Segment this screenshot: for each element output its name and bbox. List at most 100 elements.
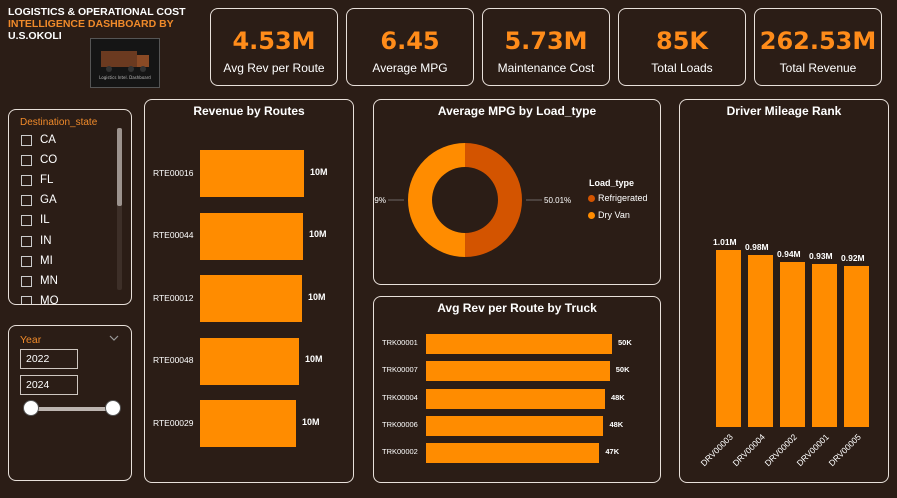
category-label: RTE00016 (153, 167, 194, 178)
bar[interactable] (200, 212, 303, 260)
average-mpg-by-load-type-chart: Average MPG by Load_type 49.99% 50.01% Lo… (373, 99, 661, 285)
bar[interactable] (748, 255, 773, 427)
bar[interactable] (200, 275, 302, 322)
bar[interactable] (426, 415, 604, 436)
kpi-value: 5.73M (504, 27, 588, 55)
legend-item-dry-van[interactable]: Dry Van (588, 210, 630, 220)
category-label: TRK00004 (382, 392, 418, 402)
kpi-average-mpg: 6.45 Average MPG (346, 8, 474, 86)
slicer-scrollbar-thumb[interactable] (117, 128, 122, 206)
bar[interactable] (200, 337, 299, 385)
kpi-maintenance-cost: 5.73M Maintenance Cost (482, 8, 610, 86)
dashboard-logo: Logistics Intel. Dashboard (90, 38, 160, 88)
legend-dot-icon (588, 211, 595, 219)
bar[interactable] (426, 443, 600, 464)
category-label: RTE00044 (153, 230, 194, 240)
data-label: 10M (302, 416, 320, 427)
kpi-label: Avg Rev per Route (223, 61, 325, 75)
bar[interactable] (200, 150, 304, 197)
category-label: DRV00005 (826, 431, 863, 469)
data-label: 50K (615, 365, 630, 375)
data-label: 10M (305, 354, 323, 364)
slicer-title: Destination_state (20, 117, 98, 128)
checkbox[interactable] (21, 194, 32, 206)
donut-slice-dry-van[interactable] (407, 143, 466, 257)
slicer-scrollbar-track[interactable] (117, 128, 122, 290)
data-label: 0.94M (777, 249, 801, 260)
category-label: DRV00004 (730, 431, 767, 469)
slicer-item-mn[interactable]: MN (21, 275, 58, 287)
slicer-title: Year (20, 334, 42, 346)
title-line-2: INTELLIGENCE DASHBOARD BY (8, 18, 174, 30)
bar[interactable] (844, 265, 869, 427)
data-label: 10M (308, 291, 326, 302)
kpi-value: 4.53M (232, 27, 316, 55)
avg-rev-per-route-by-truck-chart: Avg Rev per Route by Truck TRK00001 50K TR… (373, 296, 661, 483)
svg-text:Logistics Intel. Dashboard: Logistics Intel. Dashboard (99, 75, 151, 80)
author-name: U.S.OKOLI (8, 30, 62, 42)
data-label: 10M (309, 229, 327, 239)
category-label: DRV00002 (762, 431, 799, 469)
bar[interactable] (780, 262, 805, 427)
checkbox[interactable] (21, 295, 32, 304)
year-to-input[interactable]: 2024 (20, 375, 78, 395)
data-label: 0.92M (841, 252, 865, 263)
chart-title: Avg Rev per Route by Truck (437, 301, 597, 315)
bar[interactable] (812, 264, 837, 427)
category-label: TRK00006 (382, 419, 418, 429)
data-label: 0.93M (809, 251, 833, 262)
kpi-label: Average MPG (372, 61, 448, 75)
destination-state-slicer: Destination_state CA CO FL GA IL IN MI M… (8, 109, 132, 305)
checkbox[interactable] (21, 275, 32, 287)
slicer-item-ca[interactable]: CA (21, 134, 56, 146)
kpi-value: 262.53M (759, 27, 877, 55)
bar[interactable] (200, 400, 296, 447)
kpi-label: Maintenance Cost (497, 61, 595, 75)
checkbox[interactable] (21, 134, 32, 146)
legend-item-refrigerated[interactable]: Refrigerated (588, 193, 648, 203)
slicer-item-in[interactable]: IN (21, 235, 52, 247)
bar[interactable] (426, 388, 605, 409)
dashboard-title: LOGISTICS & OPERATIONAL COST INTELLIGENC… (8, 6, 186, 42)
category-label: RTE00048 (153, 355, 194, 365)
chart-title: Average MPG by Load_type (437, 104, 597, 118)
category-label: RTE00012 (153, 292, 194, 303)
data-label: 47K (605, 447, 620, 457)
year-from-input[interactable]: 2022 (20, 349, 78, 369)
kpi-avg-rev-per-route: 4.53M Avg Rev per Route (210, 8, 338, 86)
legend-dot-icon (588, 194, 595, 202)
year-range-track[interactable] (31, 407, 113, 411)
slicer-item-mo[interactable]: MO (21, 295, 59, 304)
bar[interactable] (426, 334, 612, 354)
category-label: RTE00029 (153, 417, 194, 428)
slicer-item-co[interactable]: CO (21, 154, 57, 166)
year-slicer: Year 2022 2024 (8, 325, 132, 481)
checkbox[interactable] (21, 235, 32, 247)
category-label: TRK00001 (382, 338, 418, 347)
chart-title: Driver Mileage Rank (726, 104, 842, 118)
year-range-handle-start[interactable] (23, 400, 39, 416)
slicer-item-mi[interactable]: MI (21, 255, 53, 267)
bar[interactable] (716, 250, 741, 427)
kpi-label: Total Revenue (779, 61, 857, 75)
checkbox[interactable] (21, 154, 32, 166)
bar[interactable] (426, 361, 610, 382)
data-label: 48K (610, 392, 625, 402)
donut-slice-refrigerated[interactable] (465, 143, 522, 257)
kpi-total-loads: 85K Total Loads (618, 8, 746, 86)
slicer-item-il[interactable]: IL (21, 214, 50, 226)
slice-data-label: 49.99% (374, 196, 386, 205)
checkbox[interactable] (21, 255, 32, 267)
data-label: 48K (609, 419, 624, 429)
checkbox[interactable] (21, 174, 32, 186)
legend-title: Load_type (589, 178, 635, 188)
year-range-handle-end[interactable] (105, 400, 121, 416)
slicer-item-ga[interactable]: GA (21, 194, 57, 206)
slice-data-label: 50.01% (544, 196, 571, 205)
checkbox[interactable] (21, 214, 32, 226)
chevron-down-icon[interactable] (109, 334, 119, 342)
category-label: TRK00007 (382, 365, 418, 375)
driver-mileage-rank-chart: Driver Mileage Rank 1.01M DRV00003 0.98M DR… (679, 99, 889, 483)
kpi-value: 6.45 (380, 27, 440, 55)
slicer-item-fl[interactable]: FL (21, 174, 53, 186)
